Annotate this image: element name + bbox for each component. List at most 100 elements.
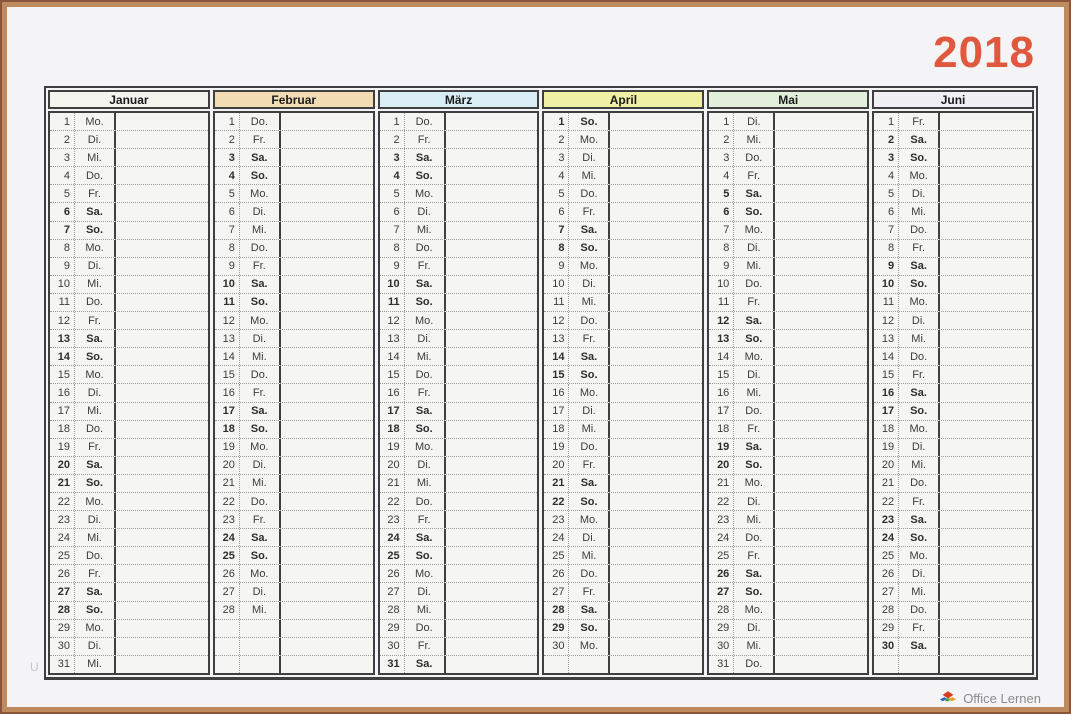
notes-cell — [775, 475, 867, 492]
notes-cell — [610, 185, 702, 202]
day-weekday: Sa. — [75, 456, 116, 474]
day-weekday: Fr. — [899, 492, 941, 511]
day-number: 2 — [215, 131, 240, 149]
notes-cell — [446, 185, 538, 202]
day-row: 24 So. — [874, 529, 1032, 548]
day-row: 20 Di. — [379, 456, 538, 475]
notes-cell — [446, 511, 538, 528]
day-number: 29 — [709, 619, 735, 637]
day-number: 27 — [544, 583, 570, 601]
day-weekday: Fr. — [75, 565, 116, 583]
day-row: 2 Fr. — [214, 131, 373, 150]
notes-cell — [446, 348, 538, 365]
day-number: 14 — [50, 348, 75, 366]
notes-cell — [446, 602, 538, 619]
day-number: 23 — [874, 511, 900, 529]
day-row: 6 Di. — [379, 203, 538, 222]
day-row: 29 So. — [544, 619, 703, 638]
notes-cell — [610, 547, 702, 564]
notes-cell — [281, 529, 373, 546]
day-row: 9 Mi. — [709, 257, 868, 276]
day-weekday: Mi. — [75, 149, 116, 167]
day-number: 9 — [544, 257, 570, 275]
day-row: 20 Mi. — [874, 456, 1032, 475]
day-weekday: Fr. — [240, 257, 281, 275]
day-weekday: Di. — [75, 131, 116, 149]
notes-cell — [281, 222, 373, 239]
day-row: 30 Sa. — [874, 637, 1032, 656]
day-weekday: Do. — [75, 293, 116, 312]
day-number: 2 — [50, 131, 75, 149]
day-number: 12 — [874, 312, 900, 330]
day-weekday: Fr. — [405, 637, 446, 655]
day-weekday: Fr. — [405, 131, 446, 149]
month-body: 1 So. 2 Mo. 3 Di. 4 Mi. 5 Do. 6 Fr. 7 Sa. 8 So. 9 Mo. 10 Di… — [542, 111, 705, 675]
day-number: 22 — [544, 492, 570, 511]
notes-cell — [116, 457, 208, 474]
notes-cell — [775, 421, 867, 438]
day-number: 10 — [50, 275, 75, 293]
day-weekday: Fr. — [569, 203, 611, 221]
day-number: 27 — [874, 583, 900, 601]
notes-cell — [940, 203, 1032, 220]
day-row: 31 Sa. — [380, 655, 538, 673]
day-weekday: Di. — [899, 438, 941, 456]
notes-cell — [940, 547, 1032, 564]
day-weekday: So. — [405, 547, 446, 565]
day-number: 21 — [874, 474, 900, 492]
day-number: 6 — [709, 203, 735, 221]
day-weekday: Sa. — [899, 257, 941, 275]
notes-cell — [775, 312, 867, 329]
month-body: 1 Do. 2 Fr. 3 Sa. 4 So. 5 Mo. 6 Di. 7 Mi. 8 Do. 9 Fr. 10 Sa… — [212, 111, 375, 675]
day-number: 10 — [544, 275, 570, 293]
day-row: 17 Sa. — [214, 402, 373, 421]
day-row: 16 Mi. — [709, 384, 868, 403]
day-row: 19 Do. — [544, 438, 703, 457]
day-row: 10 So. — [874, 275, 1032, 294]
notes-cell — [940, 493, 1032, 510]
day-number: 8 — [709, 239, 735, 257]
day-weekday: Di. — [734, 492, 776, 511]
notes-cell — [116, 240, 208, 257]
day-row: 15 Mo. — [50, 366, 208, 385]
day-row: 10 Do. — [709, 275, 868, 294]
day-weekday: So. — [899, 275, 941, 293]
notes-cell — [281, 203, 373, 220]
day-row: 29 Di. — [709, 619, 868, 638]
day-number: 20 — [709, 456, 735, 474]
day-number: 10 — [874, 275, 900, 293]
day-row: 24 Mi. — [50, 529, 208, 548]
day-weekday: Sa. — [405, 402, 446, 420]
day-weekday: So. — [569, 619, 611, 637]
notes-cell — [940, 529, 1032, 546]
day-number: 4 — [50, 167, 75, 185]
day-number: 26 — [874, 565, 900, 583]
notes-cell — [610, 583, 702, 600]
day-number: 16 — [380, 384, 405, 402]
day-row — [214, 637, 373, 656]
day-number: 12 — [544, 312, 570, 330]
day-number: 25 — [709, 547, 735, 565]
day-row — [874, 655, 1032, 673]
notes-cell — [281, 240, 373, 257]
day-number: 16 — [215, 384, 240, 402]
notes-cell — [116, 258, 208, 275]
day-number: 1 — [544, 113, 570, 131]
notes-cell — [775, 203, 867, 220]
day-weekday: Mo. — [405, 438, 446, 456]
day-weekday: So. — [240, 293, 281, 312]
notes-cell — [940, 276, 1032, 293]
day-weekday — [240, 619, 281, 637]
notes-cell — [116, 276, 208, 293]
day-weekday: Do. — [734, 655, 776, 673]
day-row: 16 Fr. — [379, 384, 538, 403]
notes-cell — [775, 185, 867, 202]
notes-cell — [116, 222, 208, 239]
notes-cell — [940, 638, 1032, 655]
day-row: 1 So. — [544, 113, 703, 132]
day-number: 31 — [709, 655, 735, 673]
day-row: 10 Sa. — [379, 275, 538, 294]
day-weekday: Mo. — [240, 185, 281, 203]
day-number: 24 — [380, 529, 405, 547]
day-weekday: Do. — [734, 149, 776, 167]
